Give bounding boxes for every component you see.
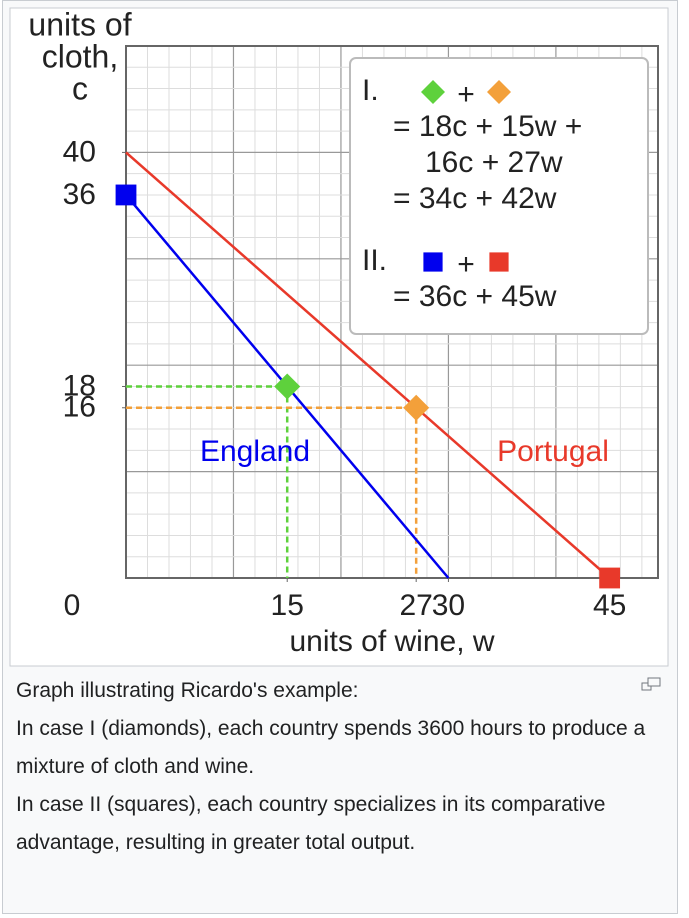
diamond-marker <box>403 394 430 421</box>
y-axis-label: units of <box>28 6 131 42</box>
caption-line: Graph illustrating Ricardo's example: <box>16 679 359 702</box>
caption-line: In case II (squares), each country speci… <box>16 793 606 854</box>
legend-text: = 18c + 15w + <box>393 110 582 143</box>
square-marker <box>423 252 443 272</box>
square-marker <box>489 252 509 272</box>
series-label: England <box>200 435 310 468</box>
legend-operator: + <box>457 248 475 281</box>
legend-text: = 36c + 45w <box>393 280 557 313</box>
x-tick-label: 30 <box>432 589 465 622</box>
diamond-marker <box>274 373 301 400</box>
caption-line: In case I (diamonds), each country spend… <box>16 717 646 778</box>
square-marker <box>115 184 137 206</box>
y-tick-label: 16 <box>63 391 96 424</box>
legend-operator: + <box>457 78 475 111</box>
y-tick-label: 40 <box>63 135 96 168</box>
diamond-marker <box>421 80 445 104</box>
origin-label: 0 <box>64 589 81 622</box>
legend-label: II. <box>362 244 387 277</box>
y-axis-label: cloth, <box>42 38 118 74</box>
diamond-marker <box>487 80 511 104</box>
square-marker <box>599 567 621 589</box>
legend-text: 16c + 27w <box>425 146 563 179</box>
y-tick-label: 18 <box>63 369 96 402</box>
y-axis-label: c <box>72 70 88 106</box>
legend-text: = 34c + 42w <box>393 182 557 215</box>
series-label: Portugal <box>497 435 609 468</box>
series-line <box>125 151 611 579</box>
x-axis-label: units of wine, w <box>289 625 494 658</box>
x-tick-label: 27 <box>399 589 432 622</box>
legend-label: I. <box>362 74 379 107</box>
caption: Graph illustrating Ricardo's example: In … <box>16 672 656 862</box>
x-tick-label: 45 <box>593 589 626 622</box>
plot-frame <box>125 45 659 579</box>
y-tick-label: 36 <box>63 178 96 211</box>
x-tick-label: 15 <box>271 589 304 622</box>
